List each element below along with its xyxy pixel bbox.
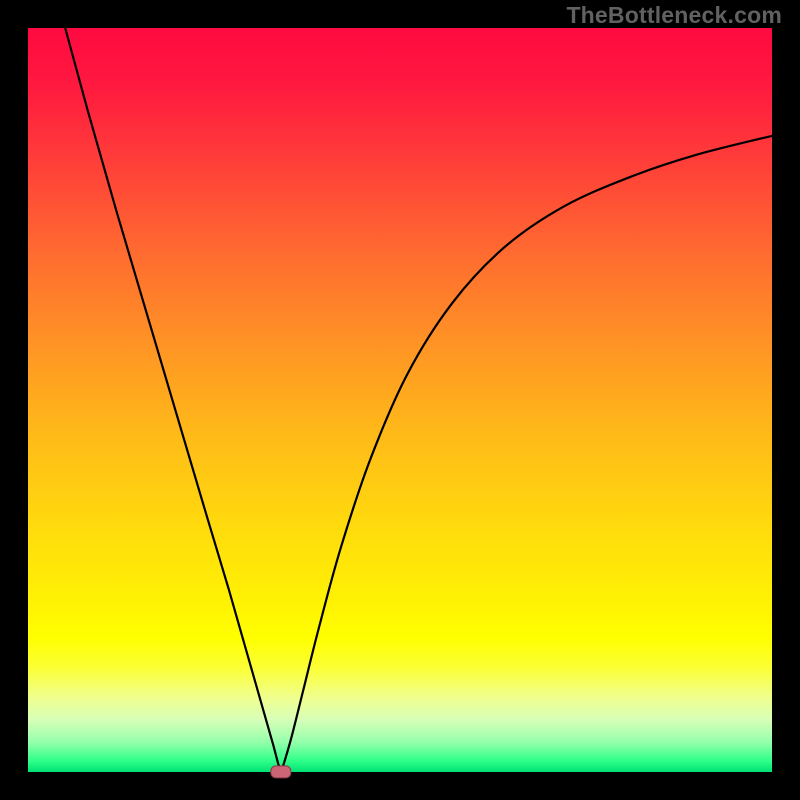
chart-svg — [0, 0, 800, 800]
watermark-text: TheBottleneck.com — [566, 2, 782, 29]
chart-container: TheBottleneck.com — [0, 0, 800, 800]
curve-minimum-marker — [270, 765, 291, 778]
plot-gradient-background — [28, 28, 772, 772]
